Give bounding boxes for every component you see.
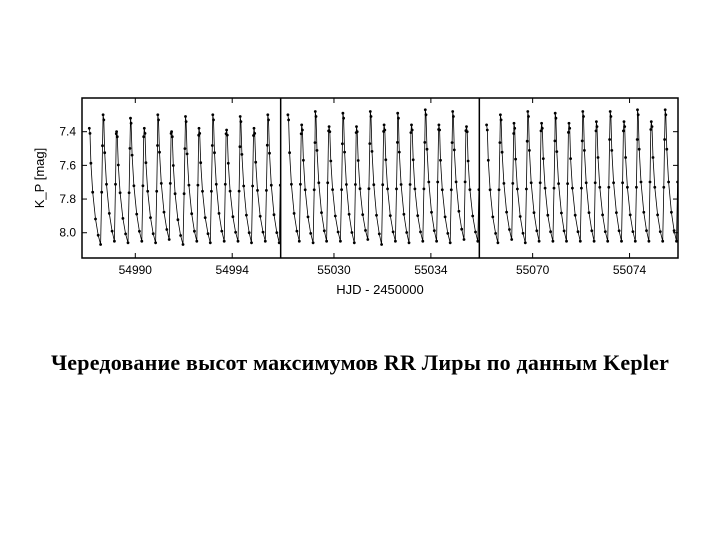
svg-text:55034: 55034 (414, 263, 448, 277)
svg-text:HJD - 2450000: HJD - 2450000 (336, 282, 423, 297)
slide: 7.4 7.6 7.8 8.0 K_P [mag] HJD - 2450000 54990 5… (0, 0, 720, 540)
svg-text:54990: 54990 (119, 263, 153, 277)
svg-text:7.8: 7.8 (59, 192, 76, 206)
light-curve-chart: 7.4 7.6 7.8 8.0 K_P [mag] HJD - 2450000 54990 5… (30, 90, 690, 300)
svg-text:7.4: 7.4 (59, 125, 76, 139)
svg-text:54994: 54994 (216, 263, 250, 277)
svg-text:7.6: 7.6 (59, 158, 76, 172)
chart-svg: 7.4 7.6 7.8 8.0 K_P [mag] HJD - 2450000 54990 5… (30, 90, 690, 300)
svg-text:55070: 55070 (516, 263, 550, 277)
caption-text: Чередование высот максимумов RR Лиры по … (0, 350, 720, 376)
svg-text:55030: 55030 (317, 263, 351, 277)
svg-text:K_P [mag]: K_P [mag] (32, 148, 47, 208)
svg-text:8.0: 8.0 (59, 226, 76, 240)
svg-text:55074: 55074 (613, 263, 647, 277)
